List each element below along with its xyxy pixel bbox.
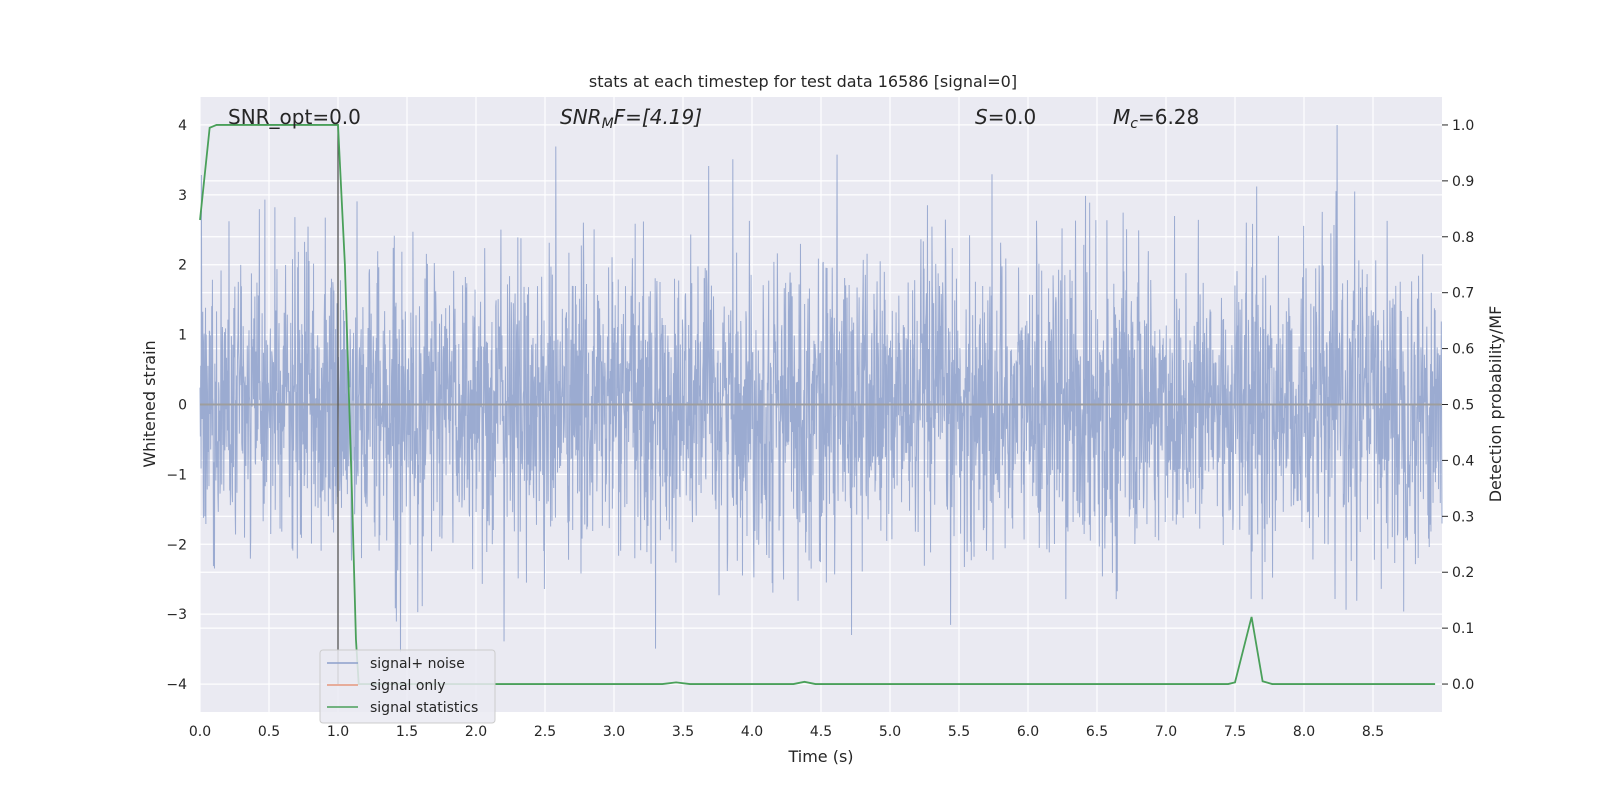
mc-annotation: Mc=6.28 xyxy=(1113,105,1199,132)
x-tick-labels: 0.0 0.5 1.0 1.5 2.0 2.5 3.0 3.5 4.0 4.5 5.0 5.5 6.0 6… xyxy=(189,724,1384,740)
x-tick-4: 2.0 xyxy=(465,724,487,740)
snr-mf-annotation: SNRMF=[4.19] xyxy=(560,105,702,132)
x-tick-14: 7.0 xyxy=(1155,724,1177,740)
y-left-tick-1: −3 xyxy=(166,607,187,623)
y-left-tick-3: −1 xyxy=(166,467,187,483)
y-right-tick-10: 1.0 xyxy=(1452,118,1474,134)
x-tick-10: 5.0 xyxy=(879,724,901,740)
legend-label-signal-only: signal only xyxy=(370,678,445,694)
y-left-tick-6: 2 xyxy=(178,258,187,274)
x-tick-7: 3.5 xyxy=(672,724,694,740)
y-left-tick-7: 3 xyxy=(178,188,187,204)
x-tick-16: 8.0 xyxy=(1293,724,1315,740)
y-right-tick-6: 0.6 xyxy=(1452,342,1474,358)
x-tick-13: 6.5 xyxy=(1086,724,1108,740)
y-right-tick-7: 0.7 xyxy=(1452,286,1474,302)
y-right-tick-8: 0.8 xyxy=(1452,230,1474,246)
y-right-tick-3: 0.3 xyxy=(1452,509,1474,525)
x-tick-6: 3.0 xyxy=(603,724,625,740)
x-tick-12: 6.0 xyxy=(1017,724,1039,740)
legend: signal+ noise signal only signal statist… xyxy=(319,649,496,724)
mc-tail: =6.28 xyxy=(1138,105,1199,129)
signal-noise-line xyxy=(199,124,1443,653)
legend-box xyxy=(319,649,496,724)
x-tick-11: 5.5 xyxy=(948,724,970,740)
legend-label-signal-noise: signal+ noise xyxy=(370,656,465,672)
x-tick-8: 4.0 xyxy=(741,724,763,740)
y-right-tick-0: 0.0 xyxy=(1452,677,1474,693)
y-right-tick-4: 0.4 xyxy=(1452,453,1474,469)
snr-opt-annotation: SNR_opt=0.0 xyxy=(228,105,361,129)
y-right-axis-label: Detection probability/MF xyxy=(1486,306,1505,503)
y-right-tick-5: 0.5 xyxy=(1452,398,1474,414)
x-tick-9: 4.5 xyxy=(810,724,832,740)
y-right-tick-1: 0.1 xyxy=(1452,621,1474,637)
mc-main: M xyxy=(1113,105,1130,129)
signal-statistics-line xyxy=(199,124,1436,685)
s-annotation: S=0.0 xyxy=(975,105,1036,129)
chart-title: stats at each timestep for test data 165… xyxy=(589,72,1017,91)
x-tick-17: 8.5 xyxy=(1362,724,1384,740)
s-tail: =0.0 xyxy=(988,105,1037,129)
x-tick-5: 2.5 xyxy=(534,724,556,740)
x-tick-2: 1.0 xyxy=(327,724,349,740)
legend-label-signal-statistics: signal statistics xyxy=(370,700,478,716)
x-tick-1: 0.5 xyxy=(258,724,280,740)
y-right-tick-2: 0.2 xyxy=(1452,565,1474,581)
y-left-tick-4: 0 xyxy=(178,398,187,414)
y-left-tick-8: 4 xyxy=(178,118,187,134)
x-tick-3: 1.5 xyxy=(396,724,418,740)
y-left-tick-0: −4 xyxy=(166,677,187,693)
y-left-tick-labels: −4 −3 −2 −1 0 1 2 3 4 xyxy=(166,118,187,693)
x-tick-15: 7.5 xyxy=(1224,724,1246,740)
y-left-tick-2: −2 xyxy=(166,537,187,553)
snr-mf-tail: F=[4.19] xyxy=(614,105,702,129)
signal-statistics-series xyxy=(199,124,1436,685)
s-main: S xyxy=(975,105,988,129)
x-axis-label: Time (s) xyxy=(787,747,853,766)
mc-sub: c xyxy=(1130,116,1138,132)
y-right-tick-labels: 0.0 0.1 0.2 0.3 0.4 0.5 0.6 0.7 0.8 0.9 1.0 xyxy=(1442,118,1474,693)
snr-mf-sub: M xyxy=(602,116,614,132)
x-tick-0: 0.0 xyxy=(189,724,211,740)
y-left-tick-5: 1 xyxy=(178,328,187,344)
signal-noise-series xyxy=(199,124,1443,653)
y-left-axis-label: Whitened strain xyxy=(140,340,159,467)
snr-mf-main: SNR xyxy=(560,105,602,129)
y-right-tick-9: 0.9 xyxy=(1452,174,1474,190)
